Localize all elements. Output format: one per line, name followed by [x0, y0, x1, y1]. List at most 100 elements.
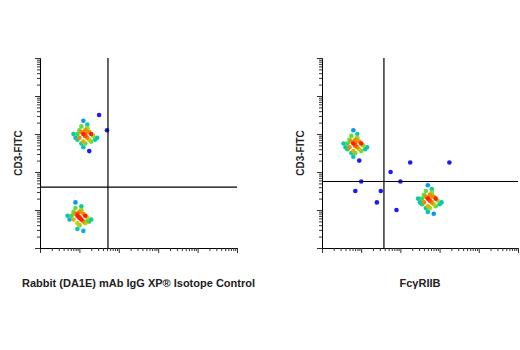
tick-mark — [37, 60, 40, 61]
tick-mark — [216, 248, 217, 251]
tick — [37, 145, 40, 146]
tick — [334, 248, 335, 251]
tick-mark — [37, 104, 40, 105]
tick — [37, 107, 40, 108]
tick — [146, 248, 147, 251]
tick — [119, 248, 120, 253]
tick — [37, 180, 40, 181]
gate-line — [107, 58, 108, 248]
tick — [107, 248, 108, 251]
tick — [497, 248, 498, 251]
tick-mark — [319, 216, 322, 217]
tick-mark — [182, 248, 183, 251]
tick — [191, 248, 192, 251]
tick-mark — [319, 69, 322, 70]
tick-mark — [52, 248, 53, 251]
tick — [319, 221, 322, 222]
tick — [319, 123, 322, 124]
tick-mark — [470, 248, 471, 251]
tick — [412, 248, 413, 251]
tick-mark — [103, 248, 104, 251]
tick — [385, 248, 386, 251]
tick — [35, 248, 40, 249]
tick — [319, 214, 322, 215]
tick — [71, 248, 72, 251]
tick — [319, 199, 322, 200]
tick — [150, 248, 151, 251]
tick — [436, 248, 437, 251]
tick-mark — [319, 60, 322, 61]
tick-mark — [319, 104, 322, 105]
tick-mark — [177, 248, 178, 251]
tick — [357, 248, 358, 251]
tick — [349, 248, 350, 251]
tick-mark — [119, 248, 120, 253]
tick-mark — [319, 154, 322, 155]
y-axis-title: CD3-FITC — [13, 130, 24, 176]
tick-mark — [397, 248, 398, 251]
tick-mark — [37, 138, 40, 139]
tick-mark — [319, 85, 322, 86]
tick — [182, 248, 183, 251]
tick-mark — [319, 237, 322, 238]
event-dot — [388, 170, 393, 175]
tick-mark — [509, 248, 510, 251]
tick — [506, 248, 507, 251]
tick-mark — [400, 248, 401, 253]
tick-mark — [319, 73, 322, 74]
tick-mark — [319, 218, 322, 219]
tick — [228, 248, 229, 251]
tick-mark — [209, 248, 210, 251]
tick — [394, 248, 395, 251]
tick-mark — [319, 214, 322, 215]
panel: Rabbit (DA1E) mAb IgG XP® Isotope Contro… — [13, 58, 255, 289]
event-dot — [351, 141, 356, 146]
tick — [68, 248, 69, 251]
tick-mark — [156, 248, 157, 251]
tick-mark — [37, 214, 40, 215]
tick-mark — [37, 218, 40, 219]
event-dot — [73, 200, 78, 205]
figure: Rabbit (DA1E) mAb IgG XP® Isotope Contro… — [0, 0, 520, 350]
tick-mark — [37, 178, 40, 179]
tick-mark — [35, 210, 40, 211]
tick — [438, 248, 439, 251]
event-dot — [422, 200, 427, 205]
tick — [37, 85, 40, 86]
tick-mark — [319, 136, 322, 137]
tick — [319, 178, 322, 179]
event-dot — [426, 204, 431, 209]
tick-mark — [319, 174, 322, 175]
tick-mark — [191, 248, 192, 251]
tick — [479, 248, 480, 253]
tick-mark — [37, 183, 40, 184]
tick-mark — [37, 69, 40, 70]
tick-mark — [138, 248, 139, 251]
tick — [152, 248, 153, 251]
tick — [37, 111, 40, 112]
event-dot — [83, 213, 88, 218]
tick — [514, 248, 515, 251]
tick-mark — [154, 248, 155, 251]
event-dot — [77, 136, 82, 141]
tick — [52, 248, 53, 251]
axis-line — [41, 249, 238, 252]
tick — [341, 248, 342, 251]
tick — [37, 214, 40, 215]
tick — [37, 102, 40, 103]
event-dot — [77, 215, 82, 220]
event-dot — [65, 213, 70, 218]
tick — [491, 248, 492, 251]
tick-mark — [146, 248, 147, 251]
tick — [317, 172, 322, 173]
tick — [110, 248, 111, 251]
gate-line — [322, 181, 518, 182]
event-dot — [416, 196, 421, 201]
tick-mark — [319, 212, 322, 213]
tick — [319, 225, 322, 226]
tick-mark — [506, 248, 507, 251]
tick — [37, 212, 40, 213]
tick — [317, 248, 322, 249]
tick — [59, 248, 60, 251]
tick-mark — [399, 248, 400, 251]
